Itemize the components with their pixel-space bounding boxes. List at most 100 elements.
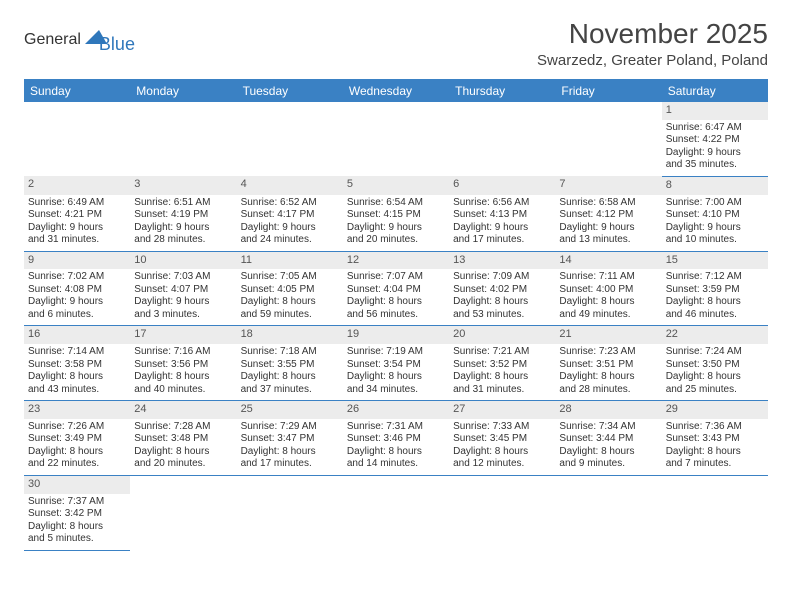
daylight-line-2: and 59 minutes.	[241, 309, 339, 322]
sunrise-line: Sunrise: 6:56 AM	[453, 197, 551, 210]
day-number-cell	[449, 102, 555, 120]
sunset-line: Sunset: 3:55 PM	[241, 359, 339, 372]
sunset-line: Sunset: 4:12 PM	[559, 209, 657, 222]
daylight-line-2: and 28 minutes.	[559, 384, 657, 397]
weekday-header: Wednesday	[343, 80, 449, 103]
week-row: Sunrise: 7:26 AMSunset: 3:49 PMDaylight:…	[24, 419, 768, 476]
daylight-line-1: Daylight: 9 hours	[666, 147, 764, 160]
sunset-line: Sunset: 4:21 PM	[28, 209, 126, 222]
day-number-cell: 28	[555, 401, 661, 419]
day-cell: Sunrise: 7:36 AMSunset: 3:43 PMDaylight:…	[662, 419, 768, 476]
calendar-table: Sunday Monday Tuesday Wednesday Thursday…	[24, 79, 768, 551]
day-cell	[130, 120, 236, 177]
day-number-cell: 19	[343, 326, 449, 344]
day-number-cell: 24	[130, 401, 236, 419]
day-number-cell: 21	[555, 326, 661, 344]
daylight-line-2: and 35 minutes.	[666, 159, 764, 172]
sunset-line: Sunset: 3:44 PM	[559, 433, 657, 446]
day-number-cell	[555, 102, 661, 120]
page-title: November 2025	[537, 18, 768, 50]
daylight-line-2: and 5 minutes.	[28, 533, 126, 546]
daylight-line-1: Daylight: 8 hours	[134, 446, 232, 459]
daylight-line-2: and 49 minutes.	[559, 309, 657, 322]
daylight-line-1: Daylight: 8 hours	[28, 521, 126, 534]
header: General Blue November 2025 Swarzedz, Gre…	[24, 18, 768, 69]
daylight-line-2: and 31 minutes.	[453, 384, 551, 397]
day-cell	[343, 120, 449, 177]
sunset-line: Sunset: 3:51 PM	[559, 359, 657, 372]
sunset-line: Sunset: 3:47 PM	[241, 433, 339, 446]
daylight-line-1: Daylight: 8 hours	[134, 371, 232, 384]
day-number-cell: 25	[237, 401, 343, 419]
week-row: Sunrise: 7:14 AMSunset: 3:58 PMDaylight:…	[24, 344, 768, 401]
sunset-line: Sunset: 4:07 PM	[134, 284, 232, 297]
day-cell	[24, 120, 130, 177]
day-number-cell: 11	[237, 251, 343, 269]
sunrise-line: Sunrise: 7:36 AM	[666, 421, 764, 434]
daylight-line-1: Daylight: 8 hours	[453, 371, 551, 384]
sunset-line: Sunset: 4:15 PM	[347, 209, 445, 222]
sunset-line: Sunset: 3:42 PM	[28, 508, 126, 521]
daylight-line-1: Daylight: 9 hours	[241, 222, 339, 235]
daylight-line-1: Daylight: 9 hours	[347, 222, 445, 235]
sunset-line: Sunset: 4:04 PM	[347, 284, 445, 297]
daylight-line-2: and 40 minutes.	[134, 384, 232, 397]
day-number-row: 23242526272829	[24, 401, 768, 419]
day-number-cell: 12	[343, 251, 449, 269]
daylight-line-1: Daylight: 9 hours	[453, 222, 551, 235]
day-number-cell: 10	[130, 251, 236, 269]
day-number-cell	[662, 475, 768, 493]
day-number-cell: 13	[449, 251, 555, 269]
sunrise-line: Sunrise: 7:16 AM	[134, 346, 232, 359]
daylight-line-1: Daylight: 8 hours	[453, 446, 551, 459]
daylight-line-1: Daylight: 8 hours	[28, 371, 126, 384]
day-cell	[237, 494, 343, 551]
daylight-line-1: Daylight: 8 hours	[28, 446, 126, 459]
day-cell: Sunrise: 7:24 AMSunset: 3:50 PMDaylight:…	[662, 344, 768, 401]
daylight-line-1: Daylight: 8 hours	[559, 446, 657, 459]
daylight-line-2: and 22 minutes.	[28, 458, 126, 471]
day-cell: Sunrise: 7:29 AMSunset: 3:47 PMDaylight:…	[237, 419, 343, 476]
day-cell: Sunrise: 7:26 AMSunset: 3:49 PMDaylight:…	[24, 419, 130, 476]
sunset-line: Sunset: 4:08 PM	[28, 284, 126, 297]
day-number-cell: 30	[24, 475, 130, 493]
day-cell	[130, 494, 236, 551]
day-cell: Sunrise: 7:05 AMSunset: 4:05 PMDaylight:…	[237, 269, 343, 326]
daylight-line-1: Daylight: 8 hours	[666, 296, 764, 309]
sunrise-line: Sunrise: 7:26 AM	[28, 421, 126, 434]
sunset-line: Sunset: 3:49 PM	[28, 433, 126, 446]
day-number-cell: 2	[24, 176, 130, 194]
sunset-line: Sunset: 3:50 PM	[666, 359, 764, 372]
daylight-line-2: and 10 minutes.	[666, 234, 764, 247]
sunrise-line: Sunrise: 7:09 AM	[453, 271, 551, 284]
daylight-line-1: Daylight: 8 hours	[347, 371, 445, 384]
day-number-cell	[555, 475, 661, 493]
sunrise-line: Sunrise: 6:52 AM	[241, 197, 339, 210]
sunrise-line: Sunrise: 7:23 AM	[559, 346, 657, 359]
day-number-cell: 7	[555, 176, 661, 194]
day-cell: Sunrise: 7:28 AMSunset: 3:48 PMDaylight:…	[130, 419, 236, 476]
day-number-cell	[130, 475, 236, 493]
day-cell	[237, 120, 343, 177]
daylight-line-2: and 20 minutes.	[134, 458, 232, 471]
sunrise-line: Sunrise: 7:05 AM	[241, 271, 339, 284]
daylight-line-2: and 14 minutes.	[347, 458, 445, 471]
day-cell	[343, 494, 449, 551]
day-number-cell: 4	[237, 176, 343, 194]
sunset-line: Sunset: 3:46 PM	[347, 433, 445, 446]
sunrise-line: Sunrise: 7:37 AM	[28, 496, 126, 509]
day-number-cell: 27	[449, 401, 555, 419]
daylight-line-1: Daylight: 8 hours	[347, 446, 445, 459]
daylight-line-1: Daylight: 8 hours	[347, 296, 445, 309]
day-cell: Sunrise: 6:56 AMSunset: 4:13 PMDaylight:…	[449, 195, 555, 252]
day-number-cell: 1	[662, 102, 768, 120]
daylight-line-2: and 12 minutes.	[453, 458, 551, 471]
day-cell: Sunrise: 7:11 AMSunset: 4:00 PMDaylight:…	[555, 269, 661, 326]
day-number-cell: 14	[555, 251, 661, 269]
sunrise-line: Sunrise: 7:11 AM	[559, 271, 657, 284]
daylight-line-2: and 28 minutes.	[134, 234, 232, 247]
day-cell: Sunrise: 7:31 AMSunset: 3:46 PMDaylight:…	[343, 419, 449, 476]
daylight-line-2: and 17 minutes.	[453, 234, 551, 247]
daylight-line-1: Daylight: 8 hours	[666, 371, 764, 384]
day-cell: Sunrise: 7:21 AMSunset: 3:52 PMDaylight:…	[449, 344, 555, 401]
